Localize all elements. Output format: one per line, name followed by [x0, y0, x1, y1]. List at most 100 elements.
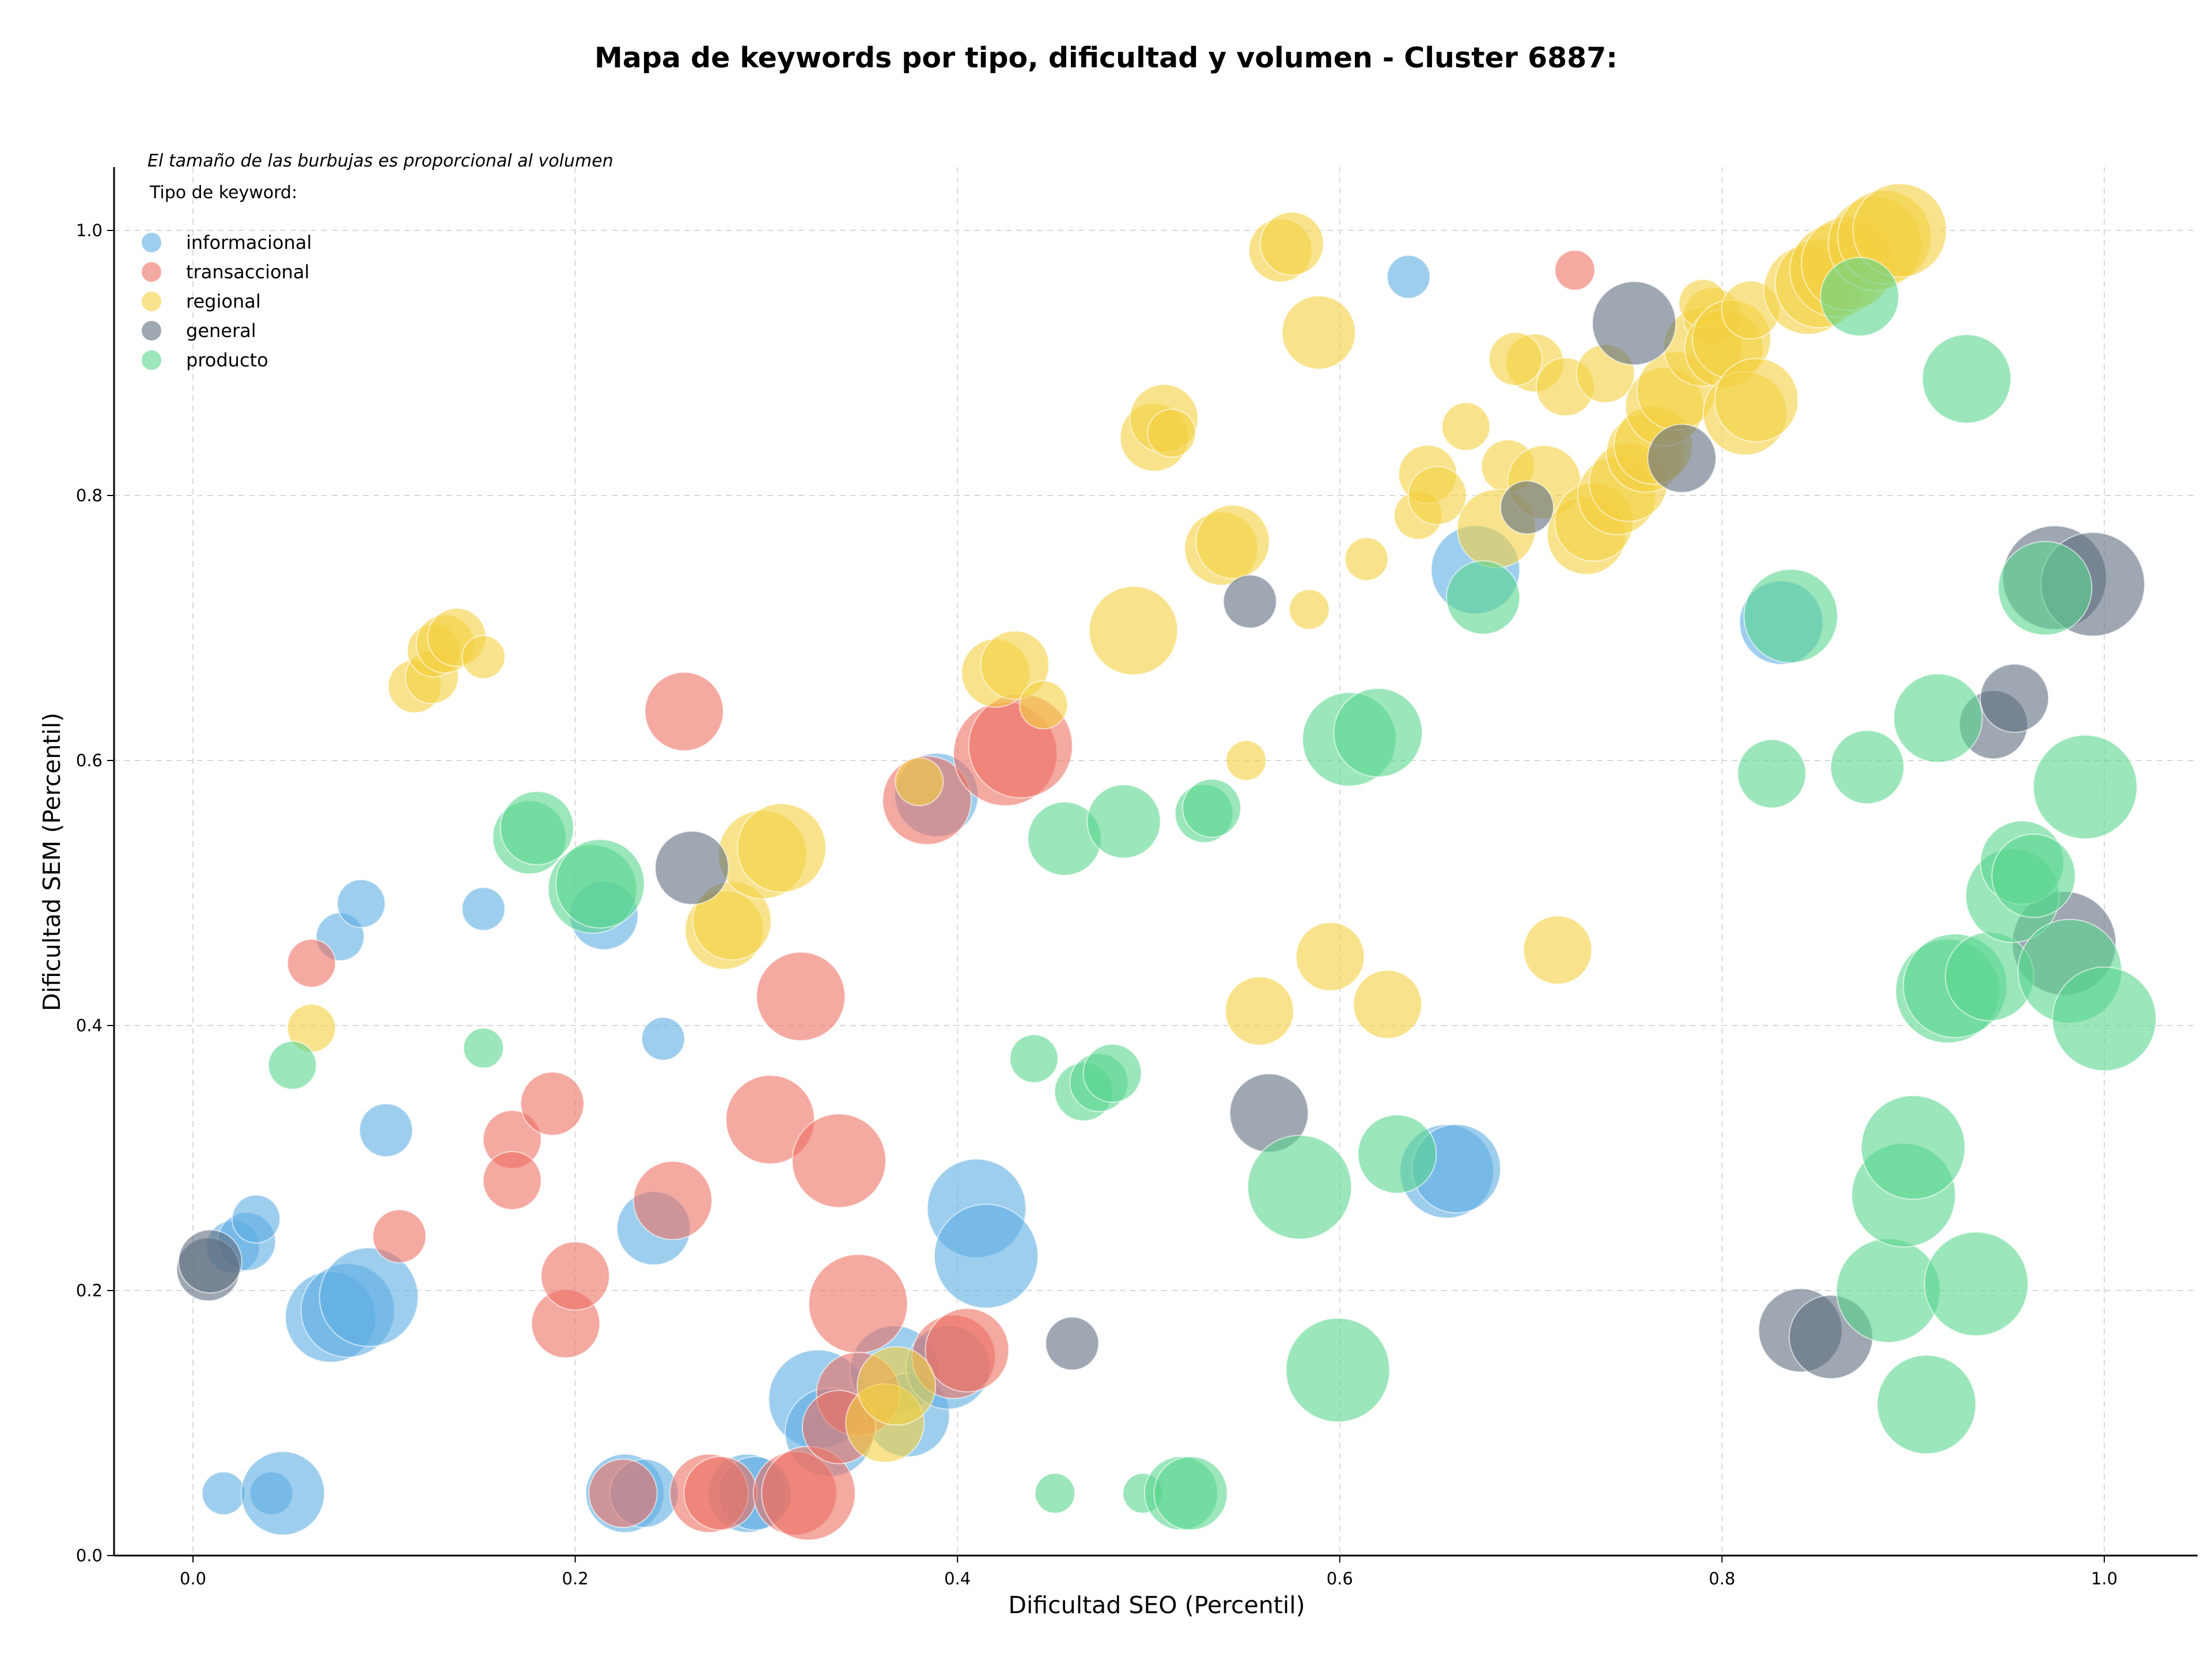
bubble-producto: [1034, 1473, 1075, 1514]
bubble-informacional: [319, 1247, 419, 1348]
bubble-producto: [1743, 569, 1839, 664]
bubble-regional: [1260, 211, 1324, 276]
bubble-regional: [1289, 589, 1330, 630]
bubble-general: [1647, 423, 1717, 493]
bubble-regional: [461, 635, 506, 679]
bubble-regional: [737, 803, 827, 893]
bubble-transaccional: [520, 1071, 585, 1136]
bubble-producto: [1820, 257, 1900, 336]
gridlines: [114, 167, 2198, 1556]
bubble-producto: [1861, 1095, 1966, 1200]
bubble-producto: [1446, 560, 1521, 635]
series-informacional: [201, 255, 1824, 1536]
bubble-informacional: [336, 879, 386, 929]
bubble-producto: [1876, 1354, 1977, 1455]
bubble-informacional: [201, 1471, 246, 1516]
chart-title: Mapa de keywords por tipo, dificultad y …: [594, 41, 1618, 74]
bubble-transaccional: [925, 1308, 1010, 1393]
bubble-producto: [2052, 966, 2157, 1072]
legend-title: Tipo de keyword:: [149, 183, 297, 203]
bubble-regional: [1488, 332, 1543, 387]
size-note: El tamaño de las burbujas es proporciona…: [147, 151, 613, 171]
y-tick-label: 0.6: [76, 751, 103, 770]
x-tick-label: 0.2: [562, 1569, 589, 1588]
bubble-regional: [895, 757, 944, 807]
bubble-transaccional: [540, 1241, 610, 1311]
legend-label-general: general: [186, 320, 256, 342]
axes: [107, 167, 2198, 1562]
bubble-producto: [1153, 1456, 1228, 1531]
bubble-producto: [1991, 833, 2076, 918]
bubble-regional: [980, 630, 1050, 700]
bubble-general: [1979, 663, 2050, 733]
bubble-producto: [1737, 739, 1806, 809]
bubble-general: [1499, 480, 1554, 535]
tick-labels: 0.0 0.2 0.4 0.6 0.8 1.0 0.0 0.2 0.4 0.6 0.8 1.0: [76, 221, 2118, 1588]
series-producto: [267, 257, 2157, 1531]
bubble-informacional: [461, 887, 506, 931]
bubble-regional: [1344, 537, 1389, 581]
bubble-producto: [1247, 1134, 1353, 1240]
bubble-informacional: [240, 1451, 325, 1536]
bubble-transaccional: [808, 1254, 908, 1354]
legend-label-informacional: informacional: [186, 232, 312, 253]
bubble-transaccional: [287, 939, 336, 988]
bubble-regional: [1225, 976, 1294, 1046]
bubble-producto: [1009, 1034, 1059, 1084]
bubble-regional: [1225, 740, 1267, 781]
bubble-transaccional: [644, 671, 724, 751]
series-regional: [287, 183, 1948, 1463]
bubble-general: [654, 830, 729, 905]
x-tick-label: 0.0: [180, 1569, 206, 1588]
bubble-producto: [1923, 1231, 2029, 1337]
bubble-producto: [1997, 540, 2093, 636]
legend-label-transaccional: transaccional: [186, 261, 309, 283]
bubble-regional: [1522, 915, 1593, 985]
bubble-regional: [1441, 402, 1491, 452]
legend-marker-informacional: [142, 233, 161, 252]
bubble-regional: [1018, 680, 1069, 730]
bubble-regional: [1147, 408, 1196, 458]
legend-item-informacional: informacional: [142, 232, 312, 253]
bubble-producto: [2032, 735, 2138, 839]
bubble-regional: [1088, 585, 1179, 676]
bubble-transaccional: [725, 1074, 815, 1165]
bubble-producto: [1086, 784, 1161, 859]
bubble-informacional: [231, 1194, 281, 1244]
bubble-producto: [1182, 778, 1241, 838]
bubble-regional: [1852, 183, 1948, 278]
legend: informacional transaccional regional genera…: [142, 232, 312, 371]
bubble-producto: [1357, 1114, 1437, 1194]
bubble-transaccional: [482, 1151, 542, 1210]
x-axis-label: Dificultad SEO (Percentil): [1008, 1591, 1305, 1619]
legend-item-producto: producto: [142, 349, 268, 371]
bubble-regional: [1195, 504, 1270, 580]
bubble-transaccional: [791, 1113, 887, 1208]
x-tick-label: 0.6: [1327, 1569, 1353, 1588]
x-tick-label: 0.4: [944, 1569, 971, 1588]
bubble-informacional: [641, 1016, 685, 1061]
bubble-regional: [1407, 466, 1467, 525]
bubble-producto: [1285, 1318, 1391, 1422]
bubble-regional: [1353, 970, 1422, 1039]
legend-item-regional: regional: [142, 290, 261, 312]
bubble-general: [1045, 1316, 1100, 1371]
bubble-producto: [1333, 687, 1423, 778]
bubble-general: [178, 1229, 243, 1294]
bubble-transaccional: [756, 951, 846, 1042]
bubble-producto: [1830, 729, 1905, 805]
bubble-transaccional: [588, 1458, 658, 1528]
legend-item-transaccional: transaccional: [142, 261, 309, 283]
legend-marker-general: [142, 321, 161, 340]
bubble-transaccional: [632, 1160, 713, 1240]
bubble-transaccional: [372, 1209, 427, 1263]
legend-marker-regional: [142, 292, 161, 311]
x-tick-label: 1.0: [2091, 1569, 2118, 1588]
bubble-general: [1592, 281, 1677, 366]
legend-marker-transaccional: [142, 262, 161, 282]
y-tick-label: 0.8: [76, 486, 103, 505]
bubble-producto: [555, 839, 645, 929]
y-tick-label: 1.0: [76, 221, 103, 240]
bubble-informacional: [1387, 255, 1431, 299]
